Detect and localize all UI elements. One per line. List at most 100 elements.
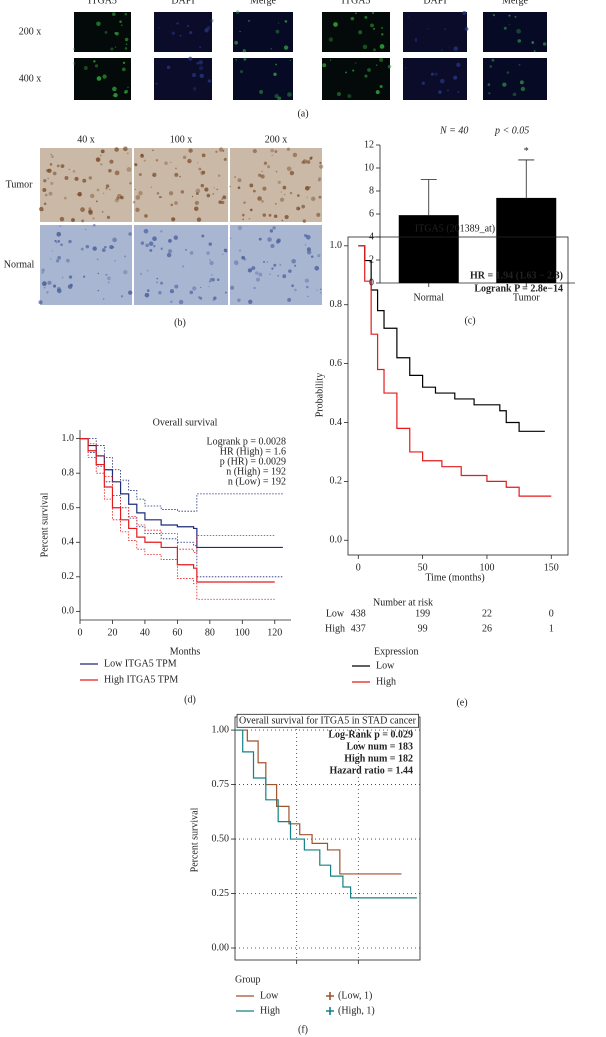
x-tick-label: 100 bbox=[479, 562, 494, 573]
image-texture bbox=[215, 150, 218, 153]
image-texture bbox=[256, 277, 260, 282]
image-texture bbox=[302, 159, 308, 164]
image-texture bbox=[275, 170, 278, 173]
image-texture bbox=[322, 63, 327, 68]
image-texture bbox=[52, 171, 57, 176]
image-texture bbox=[189, 290, 194, 295]
image-texture bbox=[104, 245, 107, 249]
image-texture bbox=[289, 191, 293, 195]
image-texture bbox=[362, 44, 368, 50]
panel-label: (c) bbox=[464, 315, 475, 326]
image-texture bbox=[336, 91, 342, 97]
image-texture bbox=[216, 188, 219, 191]
image-texture bbox=[304, 244, 306, 246]
image-texture bbox=[139, 272, 143, 275]
image-texture bbox=[318, 195, 322, 199]
image-texture bbox=[209, 260, 214, 266]
image-texture bbox=[155, 82, 158, 85]
image-texture bbox=[414, 39, 418, 43]
image-texture bbox=[88, 209, 93, 214]
image-texture bbox=[101, 248, 106, 253]
image-texture bbox=[46, 291, 49, 294]
error-bar bbox=[420, 179, 437, 216]
image-texture bbox=[271, 154, 273, 157]
image-texture bbox=[51, 155, 54, 158]
image-texture bbox=[170, 161, 172, 164]
image-texture bbox=[209, 280, 212, 283]
image-texture bbox=[273, 263, 277, 267]
image-texture bbox=[56, 231, 62, 237]
image-texture bbox=[427, 27, 430, 30]
image-texture bbox=[275, 63, 278, 66]
image-texture bbox=[114, 198, 119, 203]
image-texture bbox=[120, 24, 123, 27]
image-texture bbox=[489, 65, 493, 68]
image-texture bbox=[110, 47, 114, 51]
image-texture bbox=[152, 149, 154, 152]
image-texture bbox=[260, 174, 265, 179]
image-texture bbox=[102, 74, 107, 79]
image-texture bbox=[179, 175, 181, 178]
annotation: p < 0.05 bbox=[494, 125, 529, 136]
image-texture bbox=[42, 187, 47, 193]
image-texture bbox=[273, 72, 277, 77]
image-texture bbox=[61, 276, 64, 279]
image-texture bbox=[201, 170, 206, 175]
image-texture bbox=[153, 244, 156, 248]
y-tick-label: 0.4 bbox=[62, 537, 75, 548]
risk-count: 99 bbox=[418, 623, 428, 634]
image-texture bbox=[121, 67, 126, 72]
image-background bbox=[483, 58, 547, 100]
risk-count: 437 bbox=[351, 623, 366, 634]
image-texture bbox=[262, 213, 266, 217]
image-texture bbox=[309, 186, 311, 189]
x-tick-label: 120 bbox=[267, 627, 282, 638]
y-tick-label: 8 bbox=[369, 185, 374, 196]
image-texture bbox=[80, 247, 84, 251]
image-texture bbox=[241, 255, 246, 260]
image-texture bbox=[152, 236, 157, 241]
image-texture bbox=[260, 199, 264, 203]
image-texture bbox=[174, 201, 178, 205]
image-background bbox=[154, 58, 212, 100]
x-axis-label: Time (months) bbox=[425, 572, 484, 583]
image-texture bbox=[503, 26, 507, 30]
legend-title: Group bbox=[235, 974, 261, 985]
image-texture bbox=[109, 159, 114, 164]
image-texture bbox=[171, 31, 175, 35]
image-texture bbox=[309, 156, 313, 160]
image-texture bbox=[229, 185, 231, 188]
y-tick-label: 0.8 bbox=[330, 299, 343, 310]
image-texture bbox=[97, 289, 100, 292]
image-texture bbox=[195, 188, 201, 194]
image-texture bbox=[196, 217, 202, 222]
y-tick-label: 0.6 bbox=[330, 358, 343, 369]
panel-label: (a) bbox=[297, 108, 308, 119]
image-texture bbox=[488, 92, 491, 95]
image-texture bbox=[207, 79, 212, 83]
image-texture bbox=[375, 90, 380, 95]
image-texture bbox=[277, 275, 280, 277]
image-texture bbox=[319, 164, 324, 169]
image-texture bbox=[187, 158, 192, 164]
image-texture bbox=[92, 246, 97, 251]
image-texture bbox=[95, 157, 101, 162]
image-texture bbox=[289, 59, 292, 62]
x-tick-label: 80 bbox=[205, 627, 215, 638]
image-texture bbox=[126, 167, 132, 172]
survival-curve bbox=[358, 245, 552, 497]
image-texture bbox=[44, 193, 48, 197]
image-texture bbox=[305, 285, 309, 289]
image-texture bbox=[201, 153, 206, 158]
panel-label: (e) bbox=[456, 697, 467, 708]
image-texture bbox=[404, 66, 407, 69]
image-texture bbox=[487, 83, 491, 86]
image-texture bbox=[276, 238, 281, 243]
image-texture bbox=[138, 190, 143, 196]
image-texture bbox=[345, 71, 348, 74]
image-texture bbox=[174, 172, 179, 177]
image-texture bbox=[150, 186, 153, 188]
image-texture bbox=[170, 203, 173, 207]
image-texture bbox=[122, 61, 126, 65]
row-label: Tumor bbox=[6, 179, 34, 190]
